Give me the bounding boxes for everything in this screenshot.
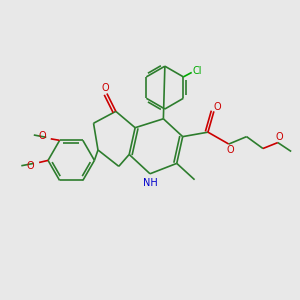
Text: O: O bbox=[226, 145, 234, 155]
Text: O: O bbox=[275, 132, 283, 142]
Text: O: O bbox=[39, 131, 46, 141]
Text: O: O bbox=[26, 161, 34, 171]
Text: O: O bbox=[102, 82, 109, 93]
Text: NH: NH bbox=[142, 178, 158, 188]
Text: Cl: Cl bbox=[192, 66, 202, 76]
Text: O: O bbox=[213, 102, 221, 112]
